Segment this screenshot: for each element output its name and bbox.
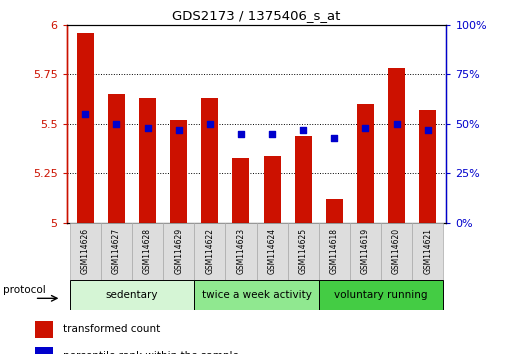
Bar	[419, 110, 436, 223]
Bar	[35, 347, 53, 354]
Bar	[108, 94, 125, 223]
Point	[237, 131, 245, 137]
Text: GSM114626: GSM114626	[81, 228, 90, 274]
Point	[144, 125, 152, 131]
Bar	[256, 223, 288, 280]
Bar	[201, 98, 219, 223]
Bar	[412, 223, 443, 280]
Point	[206, 121, 214, 127]
Text: GSM114621: GSM114621	[423, 228, 432, 274]
Point	[174, 127, 183, 133]
Bar	[350, 223, 381, 280]
Text: GSM114628: GSM114628	[143, 228, 152, 274]
Bar	[294, 136, 312, 223]
Text: twice a week activity: twice a week activity	[202, 290, 311, 300]
Text: GSM114618: GSM114618	[330, 228, 339, 274]
Text: GSM114624: GSM114624	[268, 228, 277, 274]
Bar	[170, 120, 187, 223]
Point	[81, 111, 89, 117]
Bar	[132, 223, 163, 280]
Bar	[264, 156, 281, 223]
Text: transformed count: transformed count	[63, 324, 160, 334]
Text: GSM114623: GSM114623	[236, 228, 245, 274]
Bar	[225, 223, 256, 280]
Title: GDS2173 / 1375406_s_at: GDS2173 / 1375406_s_at	[172, 9, 341, 22]
Text: voluntary running: voluntary running	[334, 290, 428, 300]
Bar	[357, 104, 374, 223]
Point	[268, 131, 276, 137]
Text: GSM114629: GSM114629	[174, 228, 183, 274]
Bar	[388, 68, 405, 223]
Text: GSM114627: GSM114627	[112, 228, 121, 274]
Point	[112, 121, 121, 127]
Point	[424, 127, 432, 133]
Bar	[35, 321, 53, 338]
Bar	[194, 223, 225, 280]
Bar	[194, 280, 319, 310]
Text: protocol: protocol	[3, 285, 46, 295]
Bar	[326, 199, 343, 223]
Text: percentile rank within the sample: percentile rank within the sample	[63, 351, 239, 354]
Bar	[319, 280, 443, 310]
Bar	[319, 223, 350, 280]
Bar	[139, 98, 156, 223]
Bar	[77, 33, 94, 223]
Point	[299, 127, 307, 133]
Text: sedentary: sedentary	[106, 290, 159, 300]
Bar	[70, 223, 101, 280]
Bar	[232, 158, 249, 223]
Bar	[101, 223, 132, 280]
Point	[361, 125, 369, 131]
Text: GSM114622: GSM114622	[205, 228, 214, 274]
Text: GSM114619: GSM114619	[361, 228, 370, 274]
Point	[392, 121, 401, 127]
Bar	[70, 280, 194, 310]
Text: GSM114620: GSM114620	[392, 228, 401, 274]
Bar	[163, 223, 194, 280]
Text: GSM114625: GSM114625	[299, 228, 308, 274]
Bar	[288, 223, 319, 280]
Bar	[381, 223, 412, 280]
Point	[330, 135, 339, 141]
